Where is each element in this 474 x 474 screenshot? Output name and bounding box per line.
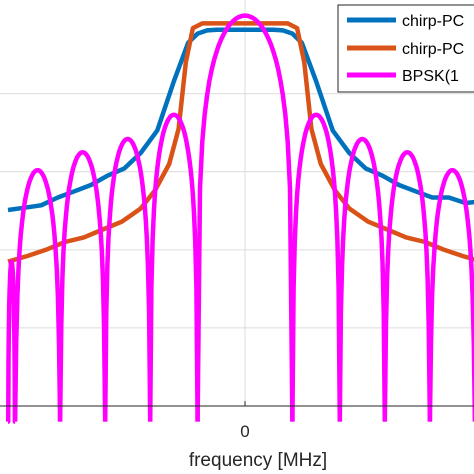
x-tick-label-0: 0 xyxy=(240,422,249,441)
legend: chirp-PC chirp-PC BPSK(1 xyxy=(337,4,474,93)
series-chirp-pc-orange xyxy=(7,21,474,264)
series-bpsk-sidelobe-4 xyxy=(147,112,200,422)
series-chirp-pc-blue xyxy=(7,27,474,213)
series-bpsk-sidelobe-6 xyxy=(337,136,388,422)
series-bpsk-sidelobe-0 xyxy=(5,259,18,424)
series-bpsk-sidelobe-2 xyxy=(57,150,108,422)
x-axis-label: frequency [MHz] xyxy=(189,450,327,471)
legend-label-1: chirp-PC xyxy=(402,41,464,58)
legend-label-0: chirp-PC xyxy=(402,13,464,30)
series-bpsk-sidelobe-1 xyxy=(12,167,63,422)
x-ticks: 0 xyxy=(240,401,250,441)
legend-label-2: BPSK(1 xyxy=(402,68,459,85)
series-bpsk-sidelobe-5 xyxy=(290,112,343,422)
series-layer xyxy=(5,13,474,424)
series-bpsk-sidelobe-7 xyxy=(382,150,433,422)
series-bpsk-sidelobe-3 xyxy=(102,136,153,422)
series-bpsk-mainlobe xyxy=(195,13,295,422)
series-bpsk-sidelobe-8 xyxy=(427,167,474,422)
